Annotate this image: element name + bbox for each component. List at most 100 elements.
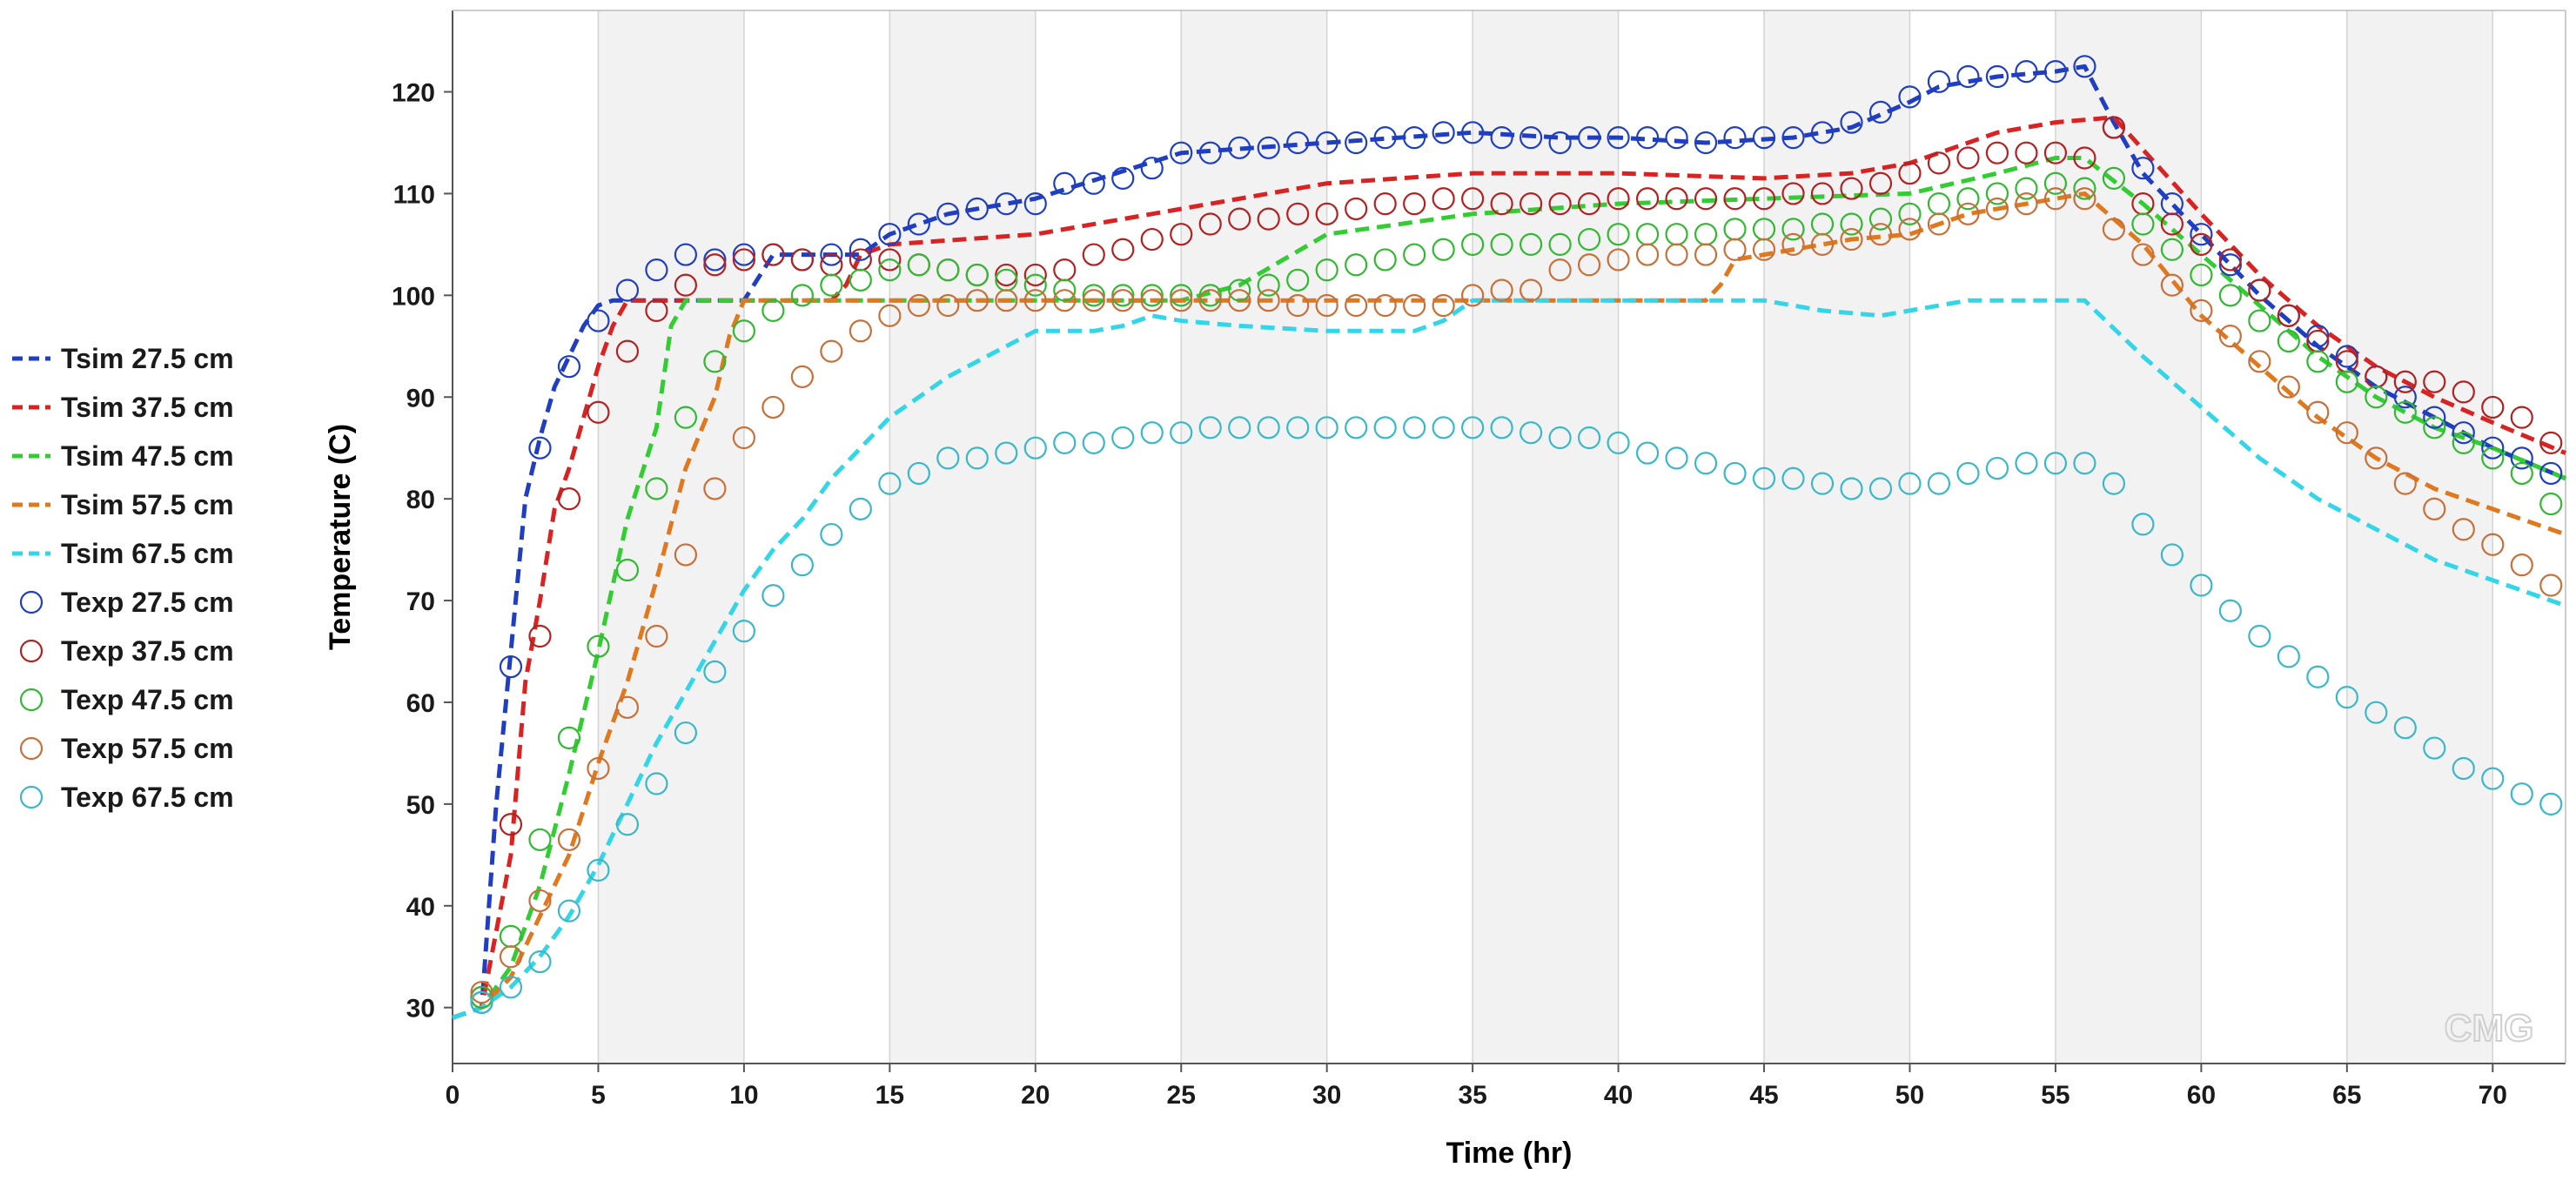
x-tick-label: 45	[1749, 1081, 1778, 1110]
data-point	[1898, 85, 1922, 109]
x-tick-label: 25	[1167, 1081, 1196, 1110]
data-point	[2218, 599, 2242, 622]
data-point	[1373, 416, 1397, 440]
data-point	[1023, 273, 1047, 297]
data-point	[703, 350, 727, 373]
data-point	[1927, 212, 1951, 236]
data-point	[1956, 146, 1980, 170]
data-point	[995, 263, 1018, 287]
data-point	[1548, 426, 1572, 450]
data-point	[1023, 289, 1047, 312]
data-point	[1082, 289, 1105, 312]
data-point	[2539, 431, 2563, 454]
data-point	[557, 487, 581, 511]
data-point	[1170, 284, 1193, 307]
data-point	[936, 258, 960, 282]
data-point	[1228, 416, 1251, 440]
data-point	[1665, 126, 1688, 150]
data-point	[2539, 461, 2563, 486]
data-point	[1898, 202, 1922, 225]
data-point	[1927, 472, 1951, 495]
x-tick-label: 40	[1604, 1081, 1633, 1110]
data-point	[2160, 273, 2184, 297]
grid-band	[598, 10, 744, 1064]
data-point	[2015, 141, 2038, 164]
data-point	[1228, 289, 1251, 312]
data-point	[1868, 223, 1893, 246]
grid-band	[1472, 10, 1619, 1064]
data-point	[2131, 212, 2155, 236]
data-point	[1403, 243, 1426, 266]
tick-labels: 0 5 10 15 20 25 30 35 40 45 50 55 60 65 70 30 40 50 60 70 80…	[392, 79, 2507, 1110]
data-point	[2190, 223, 2213, 246]
data-point	[528, 889, 552, 913]
data-point	[1927, 151, 1951, 175]
data-point	[1577, 253, 1601, 277]
series-tsim-37-5-cm	[452, 115, 2566, 1020]
data-point	[2073, 187, 2096, 211]
data-point	[1868, 207, 1893, 231]
series-tsim-67-5-cm	[452, 298, 2566, 1020]
data-point	[820, 273, 843, 297]
data-point	[2393, 386, 2417, 409]
data-point	[1140, 284, 1164, 307]
data-point	[1461, 187, 1485, 211]
grid-band	[889, 10, 1036, 1064]
data-point	[1461, 284, 1485, 307]
legend-label: Texp 27.5 cm	[61, 587, 234, 618]
data-point	[2218, 253, 2242, 277]
data-point	[557, 726, 581, 749]
data-point	[1373, 293, 1397, 318]
data-point	[995, 192, 1018, 216]
data-point	[1519, 126, 1543, 150]
data-point	[1752, 187, 1776, 211]
data-point	[965, 263, 989, 287]
data-point	[1810, 232, 1835, 256]
legend-swatch-marker	[19, 736, 44, 761]
data-point	[1315, 202, 1338, 225]
data-point	[1403, 192, 1426, 216]
data-point	[1198, 141, 1222, 164]
data-point	[1810, 472, 1835, 495]
data-point	[1694, 243, 1718, 266]
data-point	[499, 945, 523, 969]
data-point	[2510, 446, 2533, 470]
data-point	[790, 554, 814, 577]
data-point	[587, 309, 610, 332]
x-tick-label: 60	[2187, 1081, 2216, 1110]
data-point	[1432, 238, 1455, 261]
data-point	[2043, 141, 2068, 164]
data-point	[1490, 232, 1513, 256]
data-point	[1111, 284, 1135, 307]
data-point	[1111, 289, 1135, 312]
data-point	[1868, 171, 1893, 195]
data-point	[703, 660, 727, 684]
data-point	[1170, 223, 1193, 246]
x-tick-label: 10	[729, 1081, 758, 1110]
data-point	[2277, 304, 2300, 327]
series-texp-57-5-cm	[470, 187, 2563, 1004]
data-point	[615, 558, 640, 582]
data-point	[1607, 431, 1630, 454]
data-point	[849, 268, 872, 292]
legend-item: Texp 37.5 cm	[19, 635, 234, 667]
data-point	[761, 395, 785, 419]
data-point	[878, 223, 902, 246]
series-line	[452, 64, 2566, 1020]
data-point	[1607, 223, 1630, 246]
data-point	[1345, 253, 1368, 277]
data-point	[1198, 212, 1222, 236]
series-texp-27-5-cm	[470, 55, 2563, 1014]
data-point	[2190, 263, 2213, 287]
data-point	[557, 355, 581, 379]
data-point	[2335, 345, 2358, 368]
data-point	[1198, 284, 1222, 307]
data-point	[645, 477, 668, 500]
data-point	[1548, 131, 1572, 155]
data-point	[1432, 293, 1455, 318]
legend-label: Tsim 37.5 cm	[61, 392, 234, 423]
data-point	[1461, 121, 1485, 144]
data-point	[1082, 171, 1105, 195]
x-tick-label: 15	[875, 1081, 904, 1110]
y-tick-label: 90	[406, 384, 435, 413]
